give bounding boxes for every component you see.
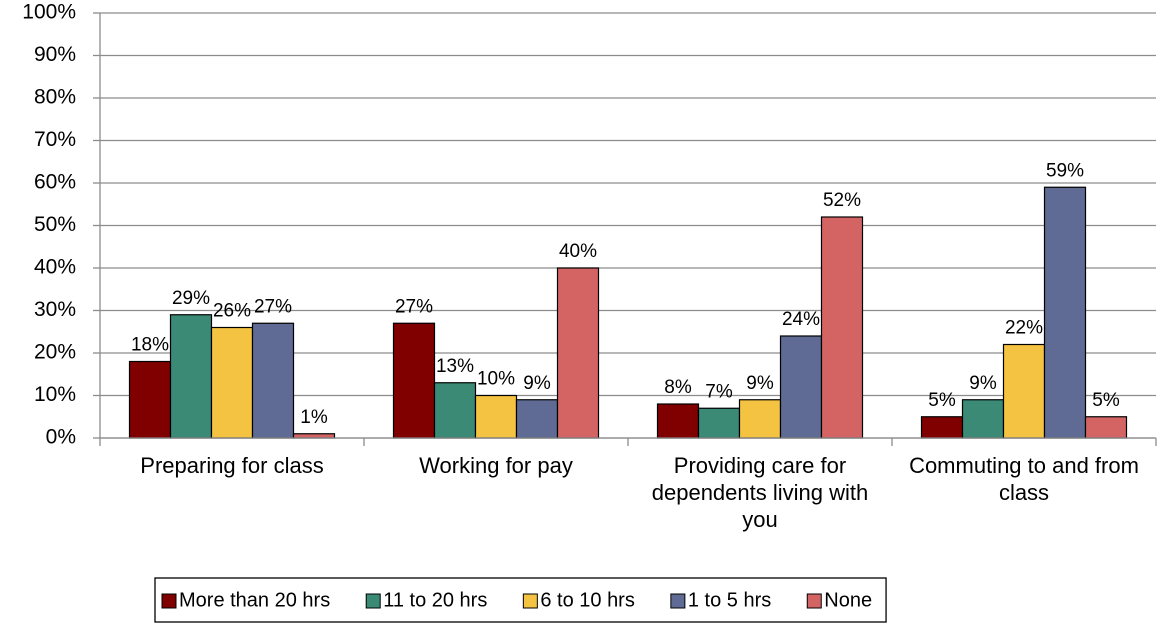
value-label: 52% (823, 190, 861, 211)
bar (474, 394, 518, 439)
x-tick-label: Commuting to and from class (909, 453, 1139, 505)
y-tick-label: 50% (34, 213, 76, 236)
bar (128, 360, 172, 439)
bar (392, 322, 436, 439)
legend-swatch (161, 593, 177, 609)
bar (1002, 343, 1046, 439)
bar (1043, 186, 1087, 439)
bar (515, 399, 559, 439)
value-label: 10% (477, 369, 515, 390)
legend-label: None (824, 589, 872, 611)
y-tick-label: 40% (34, 256, 76, 279)
legend-swatch (522, 593, 538, 609)
y-tick-label: 60% (34, 171, 76, 194)
legend-label: 11 to 20 hrs (383, 589, 487, 611)
y-tick-label: 0% (46, 426, 76, 449)
value-label: 13% (436, 356, 474, 377)
bar (210, 326, 254, 439)
value-label: 9% (746, 373, 774, 394)
legend-swatch (670, 593, 686, 609)
y-tick-label: 20% (34, 341, 76, 364)
y-tick-label: 70% (34, 128, 76, 151)
bar (738, 399, 782, 439)
value-label: 27% (395, 296, 433, 317)
value-label: 24% (782, 309, 820, 330)
value-label: 22% (1005, 318, 1043, 339)
value-label: 5% (928, 390, 956, 411)
bar (556, 267, 600, 439)
legend-box (154, 577, 887, 623)
y-tick-label: 80% (34, 86, 76, 109)
bar (779, 335, 823, 439)
value-label: 18% (131, 335, 169, 356)
bar (251, 322, 295, 439)
value-label: 9% (969, 373, 997, 394)
x-tick-label: Working for pay (419, 453, 573, 478)
x-tick-label: Preparing for class (140, 453, 324, 478)
bar (169, 314, 213, 439)
legend-swatch (365, 593, 381, 609)
value-label: 5% (1092, 390, 1120, 411)
bar (1084, 416, 1128, 439)
x-tick-label: Providing care for dependents living wit… (651, 453, 869, 532)
legend-swatch (806, 593, 822, 609)
bar (433, 382, 477, 439)
legend-label: 1 to 5 hrs (688, 589, 771, 611)
bar (656, 403, 700, 439)
bar (920, 416, 964, 439)
value-label: 59% (1046, 160, 1084, 181)
y-tick-label: 10% (34, 383, 76, 406)
value-label: 8% (664, 377, 692, 398)
value-label: 29% (172, 288, 210, 309)
y-tick-label: 90% (34, 43, 76, 66)
legend-label: More than 20 hrs (179, 589, 330, 611)
y-tick-label: 30% (34, 298, 76, 321)
value-label: 7% (705, 381, 733, 402)
legend-label: 6 to 10 hrs (540, 589, 635, 611)
value-label: 9% (523, 373, 551, 394)
bar (820, 216, 864, 439)
value-label: 1% (300, 407, 328, 428)
value-label: 40% (559, 241, 597, 262)
value-label: 26% (213, 301, 251, 322)
bar (961, 399, 1005, 439)
y-tick-label: 100% (22, 1, 76, 24)
value-label: 27% (254, 296, 292, 317)
bar (697, 407, 741, 439)
